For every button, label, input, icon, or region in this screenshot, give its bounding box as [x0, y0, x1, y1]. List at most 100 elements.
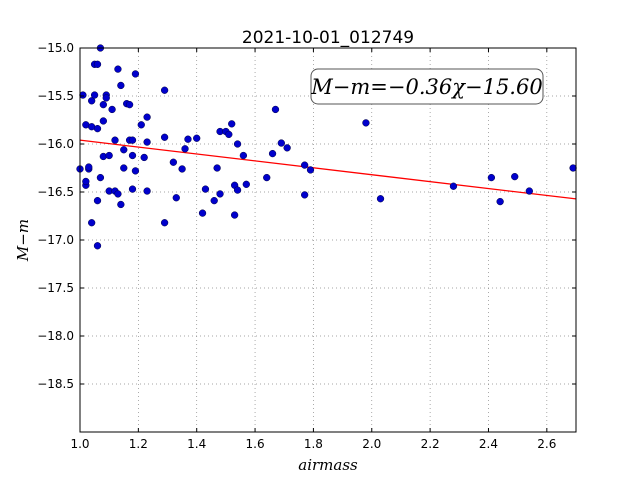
- data-point: [181, 145, 189, 153]
- data-point: [201, 185, 210, 193]
- data-point: [525, 187, 533, 195]
- data-point: [114, 65, 122, 73]
- data-point: [242, 180, 250, 188]
- y-tick-label: −17.0: [37, 233, 74, 247]
- data-point: [79, 91, 87, 99]
- data-point: [105, 151, 113, 160]
- data-point: [93, 196, 102, 205]
- data-point: [230, 211, 239, 219]
- data-point: [210, 196, 218, 205]
- data-point: [128, 151, 137, 160]
- data-point: [143, 138, 151, 146]
- data-point: [362, 119, 370, 127]
- data-point: [193, 134, 201, 142]
- data-point: [85, 163, 93, 171]
- x-tick-label: 2.6: [537, 437, 556, 451]
- data-point: [376, 195, 385, 203]
- data-point: [93, 124, 102, 133]
- x-tick-label: 1.8: [304, 437, 323, 451]
- data-point: [82, 177, 90, 186]
- y-tick-label: −15.5: [37, 89, 74, 103]
- data-point: [96, 173, 105, 182]
- data-point: [99, 100, 107, 109]
- chart-title: 2021-10-01_012749: [242, 28, 414, 48]
- grid: [80, 48, 576, 432]
- y-axis-label: M−m: [14, 219, 32, 262]
- data-point: [198, 209, 207, 217]
- data-point: [114, 190, 122, 198]
- data-point: [140, 153, 148, 162]
- data-point: [283, 144, 291, 152]
- x-axis-label: airmass: [298, 456, 358, 474]
- y-tick-label: −16.0: [37, 137, 74, 151]
- data-point: [128, 185, 137, 193]
- data-point: [88, 97, 96, 105]
- y-tick-label: −18.0: [37, 329, 74, 343]
- data-point: [137, 121, 145, 129]
- data-point: [569, 164, 577, 172]
- data-point: [117, 200, 125, 209]
- y-tick-label: −17.5: [37, 281, 74, 295]
- annotation-box: [310, 68, 544, 105]
- data-points: [76, 44, 577, 250]
- x-tick-label: 1.4: [187, 437, 206, 451]
- y-ticks: −15.0 −15.5 −16.0 −16.5 −17.0 −17.5 −18.0 −18.5: [37, 41, 576, 391]
- data-point: [99, 117, 107, 125]
- data-point: [169, 158, 178, 166]
- data-point: [263, 173, 271, 182]
- data-point: [225, 130, 233, 139]
- data-point: [128, 136, 137, 144]
- data-point: [131, 167, 140, 175]
- x-tick-label: 2.4: [479, 437, 498, 451]
- data-point: [496, 197, 504, 206]
- data-point: [102, 94, 110, 102]
- annotation-text: M−m=−0.36χ−15.60: [310, 75, 542, 99]
- data-point: [90, 91, 99, 99]
- data-point: [449, 182, 458, 190]
- x-tick-label: 1.0: [70, 437, 89, 451]
- data-point: [93, 60, 102, 68]
- data-point: [184, 135, 192, 143]
- fit-line: [79, 139, 577, 200]
- data-point: [277, 139, 285, 147]
- data-point: [160, 219, 169, 227]
- data-point: [239, 151, 248, 160]
- data-point: [511, 172, 519, 181]
- data-point: [216, 190, 224, 198]
- data-point: [160, 86, 169, 94]
- data-point: [143, 187, 151, 195]
- data-point: [160, 133, 169, 141]
- data-point: [233, 186, 242, 194]
- data-point: [125, 100, 134, 109]
- data-point: [306, 166, 315, 174]
- fit-line-group: [79, 139, 577, 200]
- data-point: [120, 146, 128, 154]
- data-point: [301, 191, 309, 199]
- data-point: [88, 219, 96, 227]
- data-point: [228, 120, 236, 128]
- data-point: [111, 136, 119, 144]
- data-point: [268, 149, 277, 158]
- data-point: [213, 164, 221, 172]
- x-ticks: 1.0 1.2 1.4 1.6 1.8 2.0 2.2 2.4 2.6: [70, 48, 556, 451]
- data-point: [93, 242, 102, 250]
- data-point: [108, 105, 116, 114]
- x-tick-label: 2.2: [421, 437, 440, 451]
- x-tick-label: 1.2: [129, 437, 148, 451]
- data-point: [487, 173, 496, 182]
- y-tick-label: −15.0: [37, 41, 74, 55]
- data-point: [301, 161, 309, 169]
- y-tick-label: −18.5: [37, 377, 74, 391]
- data-point: [143, 113, 151, 121]
- data-point: [117, 81, 125, 90]
- fit-annotation: M−m=−0.36χ−15.60: [310, 68, 544, 105]
- data-point: [131, 70, 140, 78]
- data-point: [172, 194, 180, 202]
- x-tick-label: 1.6: [246, 437, 265, 451]
- data-point: [233, 140, 242, 148]
- plot-frame: [79, 47, 577, 433]
- data-point: [178, 165, 186, 173]
- data-point: [271, 105, 280, 114]
- y-tick-label: −16.5: [37, 185, 74, 199]
